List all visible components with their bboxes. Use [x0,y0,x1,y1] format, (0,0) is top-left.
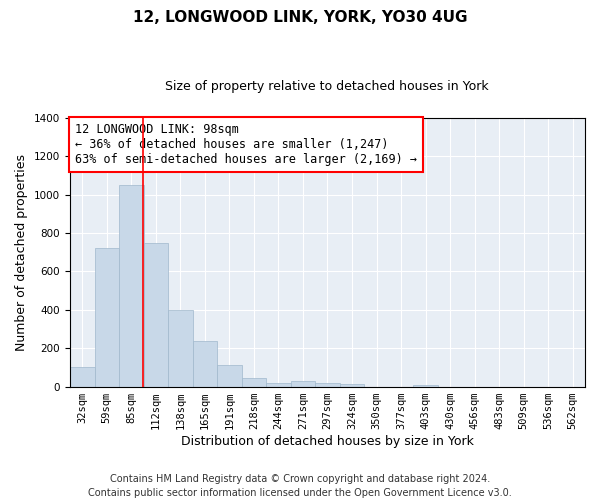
Bar [291,382,315,386]
Bar [315,382,340,386]
Text: Contains HM Land Registry data © Crown copyright and database right 2024.
Contai: Contains HM Land Registry data © Crown c… [88,474,512,498]
Bar [70,368,95,386]
Title: Size of property relative to detached houses in York: Size of property relative to detached ho… [166,80,489,93]
X-axis label: Distribution of detached houses by size in York: Distribution of detached houses by size … [181,434,474,448]
Bar [143,242,168,386]
Text: 12 LONGWOOD LINK: 98sqm
← 36% of detached houses are smaller (1,247)
63% of semi: 12 LONGWOOD LINK: 98sqm ← 36% of detache… [74,123,416,166]
Bar [340,384,364,386]
Bar [242,378,266,386]
Text: 12, LONGWOOD LINK, YORK, YO30 4UG: 12, LONGWOOD LINK, YORK, YO30 4UG [133,10,467,25]
Bar [95,248,119,386]
Bar [119,185,143,386]
Bar [266,382,291,386]
Y-axis label: Number of detached properties: Number of detached properties [15,154,28,350]
Bar [168,310,193,386]
Bar [217,366,242,386]
Bar [193,342,217,386]
Bar [413,384,438,386]
